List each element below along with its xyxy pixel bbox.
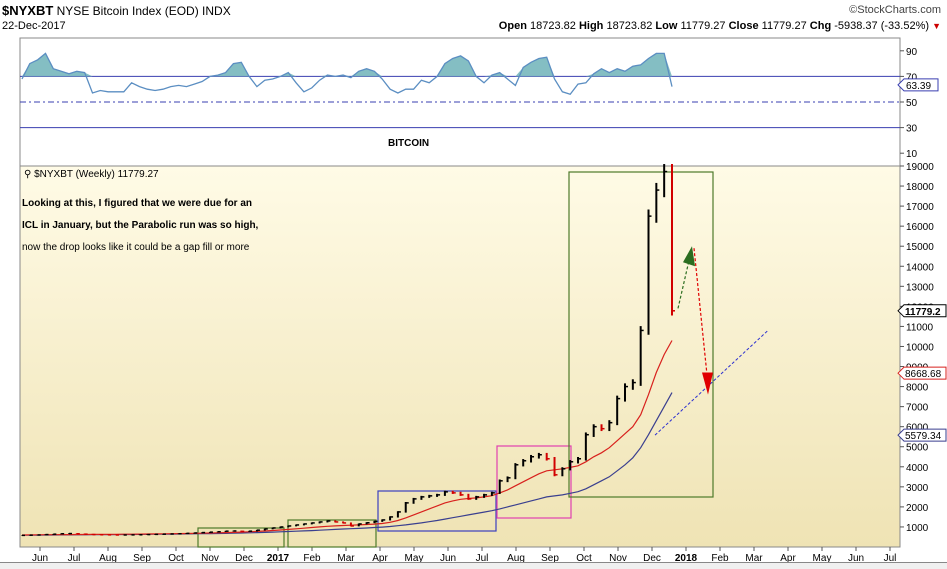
price-tick-label: 19000 bbox=[906, 162, 934, 173]
down-triangle-icon: ▼ bbox=[932, 21, 941, 31]
x-tick-label: Jul bbox=[68, 553, 81, 562]
x-tick-label: Jun bbox=[848, 553, 864, 562]
x-tick-label: Feb bbox=[303, 553, 321, 562]
price-tick-label: 1000 bbox=[906, 523, 929, 534]
x-tick-label: Oct bbox=[168, 553, 184, 562]
parabolic-box bbox=[568, 171, 714, 498]
rsi-line bbox=[21, 52, 673, 96]
x-tick-label: Nov bbox=[201, 553, 219, 562]
brand-logo: ©StockCharts.com bbox=[849, 4, 941, 16]
consolidation-box-4 bbox=[496, 445, 572, 519]
up-arrow-head-icon bbox=[683, 246, 695, 267]
x-tick-label: Sep bbox=[541, 553, 559, 562]
down-arrow-head-icon bbox=[702, 372, 713, 395]
price-tick-label: 5000 bbox=[906, 443, 929, 454]
price-tick-label: 17000 bbox=[906, 202, 934, 213]
price-tick-label: 10000 bbox=[906, 342, 934, 353]
up-arrow-line bbox=[677, 256, 691, 309]
price-tick-label: 14000 bbox=[906, 262, 934, 273]
chg-value: -5938.37 (-33.52%) bbox=[834, 20, 930, 32]
x-tick-label: Sep bbox=[133, 553, 151, 562]
x-tick-label: Nov bbox=[609, 553, 627, 562]
x-tick-label: Dec bbox=[643, 553, 661, 562]
trendline bbox=[654, 330, 769, 436]
indicator-tick-label: 90 bbox=[906, 47, 918, 58]
price-tick-label: 6000 bbox=[906, 423, 929, 434]
price-tick-label: 3000 bbox=[906, 483, 929, 494]
x-tick-label: 2017 bbox=[267, 553, 290, 562]
rsi-last-value-label: 63.39 bbox=[906, 81, 931, 92]
indicator-tick-label: 70 bbox=[906, 72, 918, 83]
x-tick-label: Aug bbox=[99, 553, 117, 562]
price-series-label: ⚲ $NYXBT (Weekly) 11779.27 bbox=[24, 169, 159, 180]
high-value: 18723.82 bbox=[606, 20, 653, 32]
annotation-line-3: now the drop looks like it could be a ga… bbox=[22, 242, 250, 253]
open-value: 18723.82 bbox=[529, 20, 576, 32]
bottom-scroll-strip bbox=[0, 562, 947, 569]
rsi-overbought-fill bbox=[22, 53, 672, 77]
x-tick-label: Aug bbox=[507, 553, 525, 562]
x-tick-label: Feb bbox=[711, 553, 729, 562]
x-tick-label: 2018 bbox=[675, 553, 698, 562]
price-tick-label: 7000 bbox=[906, 403, 929, 414]
annotation-arrows bbox=[677, 246, 713, 395]
price-tick-label: 13000 bbox=[906, 282, 934, 293]
x-tick-label: Jun bbox=[440, 553, 456, 562]
x-tick-label: May bbox=[405, 553, 424, 562]
x-tick-label: Apr bbox=[780, 553, 796, 562]
price-last-value-box bbox=[897, 428, 947, 442]
price-last-value-label: 5579.34 bbox=[905, 431, 942, 442]
price-tick-label: 4000 bbox=[906, 463, 929, 474]
low-value: 11779.27 bbox=[680, 20, 726, 32]
price-last-value-box bbox=[897, 366, 947, 380]
close-label: Close bbox=[728, 20, 759, 32]
indicator-title: BITCOIN bbox=[388, 138, 429, 149]
x-tick-label: Jul bbox=[476, 553, 489, 562]
indicator-tick-label: 30 bbox=[906, 124, 918, 135]
x-tick-label: Mar bbox=[745, 553, 763, 562]
chart-header: $NYXBT NYSE Bitcoin Index (EOD) INDX 22-… bbox=[0, 0, 947, 38]
down-arrow-line bbox=[693, 248, 709, 385]
consolidation-box-2 bbox=[287, 519, 377, 548]
price-tick-label: 8000 bbox=[906, 383, 929, 394]
rsi-last-value-box bbox=[897, 78, 939, 92]
x-tick-label: Mar bbox=[337, 553, 355, 562]
symbol: $NYXBT bbox=[2, 3, 54, 18]
annotation-line-2: ICL in January, but the Parabolic run wa… bbox=[22, 220, 259, 231]
symbol-line: $NYXBT NYSE Bitcoin Index (EOD) INDX bbox=[2, 3, 231, 18]
high-label: High bbox=[578, 20, 604, 32]
close-value: 11779.27 bbox=[761, 20, 807, 32]
x-tick-label: May bbox=[813, 553, 832, 562]
x-tick-label: Apr bbox=[372, 553, 388, 562]
ohlc-readout: Open 18723.82 High 18723.82 Low 11779.27… bbox=[499, 20, 941, 32]
price-tick-label: 18000 bbox=[906, 182, 934, 193]
x-tick-label: Jul bbox=[884, 553, 897, 562]
consolidation-box-1 bbox=[197, 527, 285, 548]
low-label: Low bbox=[655, 20, 678, 32]
indicator-tick-label: 10 bbox=[906, 149, 918, 160]
open-label: Open bbox=[498, 20, 527, 32]
price-last-value-label: 11779.2 bbox=[905, 307, 941, 318]
chg-label: Chg bbox=[809, 20, 832, 32]
price-last-value-label: 8668.68 bbox=[905, 369, 942, 380]
price-tick-label: 2000 bbox=[906, 503, 929, 514]
annotation-line-1: Looking at this, I figured that we were … bbox=[22, 198, 252, 209]
symbol-name: NYSE Bitcoin Index (EOD) bbox=[56, 4, 199, 18]
price-panel bbox=[19, 165, 901, 548]
date-label: 22-Dec-2017 bbox=[2, 20, 66, 32]
price-last-value-box bbox=[897, 304, 947, 318]
x-tick-label: Jun bbox=[32, 553, 48, 562]
price-tick-label: 15000 bbox=[906, 242, 934, 253]
exchange: INDX bbox=[202, 4, 231, 18]
price-tick-label: 16000 bbox=[906, 222, 934, 233]
x-tick-label: Oct bbox=[576, 553, 592, 562]
x-tick-label: Dec bbox=[235, 553, 253, 562]
indicator-tick-label: 50 bbox=[906, 98, 918, 109]
price-tick-label: 11000 bbox=[906, 322, 934, 333]
consolidation-box-3 bbox=[377, 490, 497, 532]
